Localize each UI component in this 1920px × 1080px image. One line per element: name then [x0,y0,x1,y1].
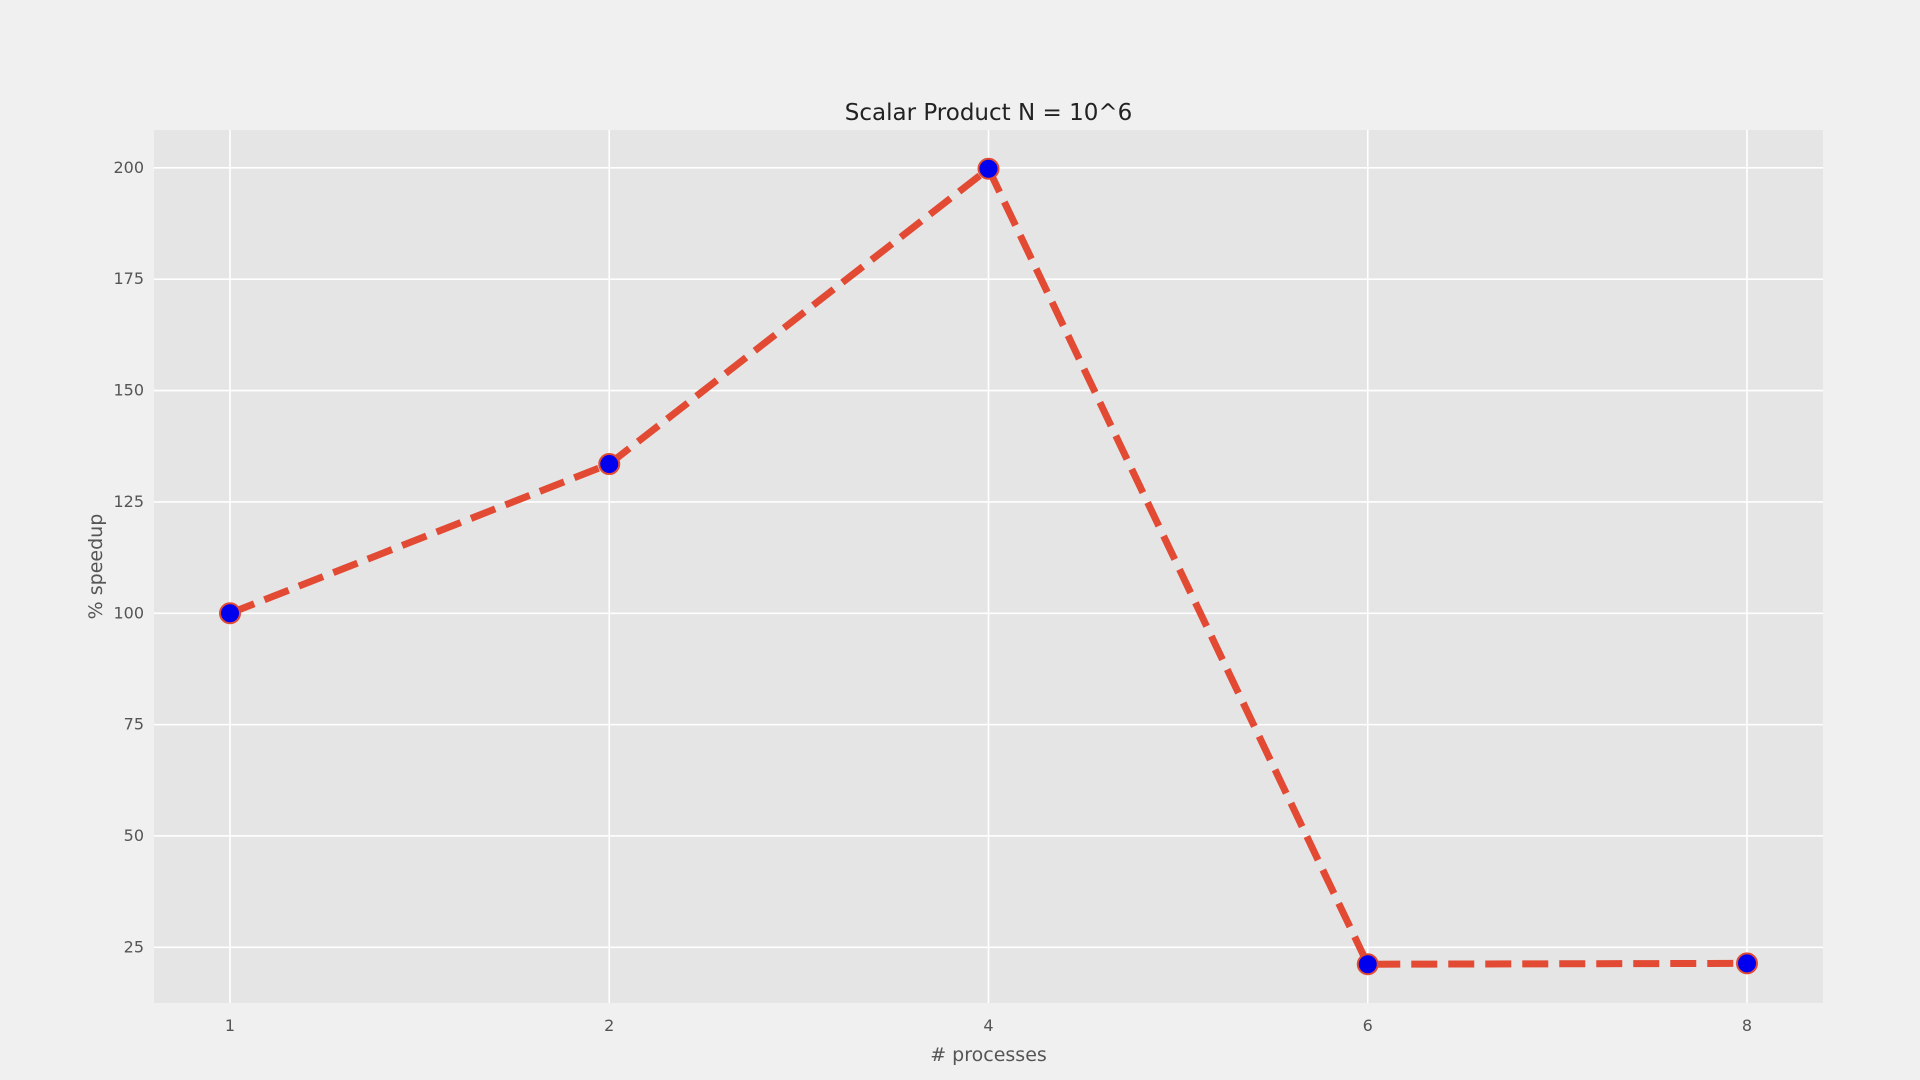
data-points [219,157,1758,976]
y-tick-label: 50 [124,826,144,845]
data-point [977,157,1000,180]
y-axis-title: % speedup [85,514,107,620]
x-tick-label: 2 [604,1016,614,1035]
x-tick-label: 1 [225,1016,235,1035]
chart-title: Scalar Product N = 10^6 [845,100,1133,126]
tick-labels: 25 50 75 100 125 150 175 200 1 2 4 6 8 [113,158,1752,1035]
x-axis-title: # processes [930,1044,1047,1066]
y-tick-label: 100 [113,603,144,622]
y-tick-label: 200 [113,158,144,177]
y-tick-label: 175 [113,269,144,288]
x-tick-label: 8 [1742,1016,1752,1035]
y-tick-label: 75 [124,715,144,734]
y-tick-label: 150 [113,381,144,400]
y-tick-label: 25 [124,937,144,956]
y-tick-label: 125 [113,492,144,511]
data-point [219,602,241,625]
x-tick-label: 4 [983,1016,993,1035]
data-point [598,453,621,476]
x-tick-label: 6 [1363,1016,1373,1035]
grid-lines [154,130,1823,1003]
data-point [1356,953,1379,976]
data-point [1736,952,1758,975]
